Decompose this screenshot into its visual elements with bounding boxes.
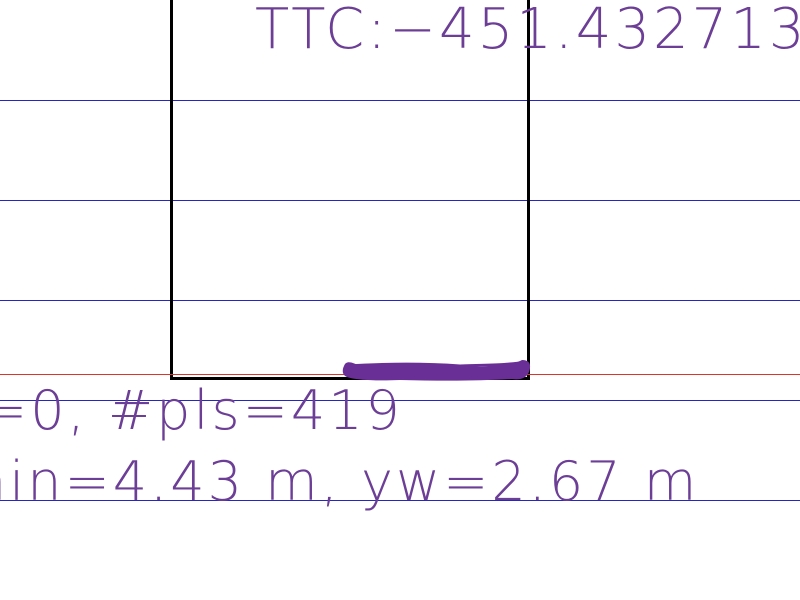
ground-reference-line [0,374,800,375]
distance-grid-line [0,100,800,101]
distance-grid-line [0,400,800,401]
point-count-readout: =0, #pls=419 [0,379,403,442]
distance-grid-line [0,200,800,201]
distance-grid-line [0,300,800,301]
object-dimensions-readout: nin=4.43 m, yw=2.67 m [0,450,700,513]
ttc-readout: TTC:−451.432713 [255,0,800,62]
distance-grid-line [0,500,800,501]
